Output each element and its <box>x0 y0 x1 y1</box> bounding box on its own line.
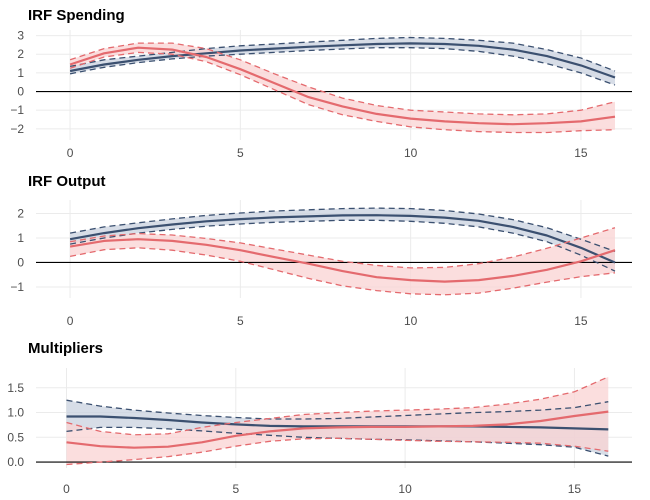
y-tick-label: −2 <box>10 122 24 136</box>
x-tick-label: 0 <box>63 482 70 496</box>
y-tick-label: 1.5 <box>7 381 24 395</box>
series-1-lower-bound <box>69 219 616 272</box>
y-tick-label: −1 <box>10 280 24 294</box>
series-2-upper-bound <box>69 42 616 116</box>
series-1-line <box>69 42 616 79</box>
y-tick-label: 1 <box>17 66 24 80</box>
series-2-line <box>66 410 609 449</box>
series-1-line <box>69 214 616 264</box>
series-1-confidence-band <box>70 208 616 272</box>
series-1-lower-bound <box>69 47 616 86</box>
series-2-lower-bound <box>69 247 616 296</box>
y-tick-label: 0.0 <box>7 455 24 469</box>
x-tick-label: 0 <box>67 314 74 328</box>
series-2-upper-bound <box>66 376 609 436</box>
y-tick-label: 0 <box>17 85 24 99</box>
x-tick-label: 15 <box>574 146 588 160</box>
panel-2: IRF Output −1 0 1 2 0 5 10 15 <box>10 173 632 328</box>
series-2-line <box>69 238 616 283</box>
y-tick-label: 1.0 <box>7 406 24 420</box>
x-tick-label: 0 <box>67 146 74 160</box>
series-2-lower-bound <box>66 437 609 466</box>
panel-title: Multipliers <box>28 340 103 357</box>
y-tick-label: 3 <box>17 29 24 43</box>
panel-3: Multipliers 0.0 0.5 1.0 1.5 0 5 10 15 <box>7 340 632 496</box>
panel-1: IRF Spending −2 −1 0 1 2 3 0 5 10 15 <box>10 7 632 160</box>
panel-title: IRF Spending <box>28 7 125 24</box>
y-tick-label: −1 <box>10 103 24 117</box>
series-2-line <box>69 46 616 126</box>
series-2-upper-bound <box>69 227 616 269</box>
x-tick-label: 5 <box>237 146 244 160</box>
x-tick-label: 5 <box>232 482 239 496</box>
y-tick-label: 1 <box>17 231 24 245</box>
y-tick-label: 2 <box>17 47 24 61</box>
x-tick-label: 10 <box>398 482 412 496</box>
x-tick-label: 15 <box>568 482 582 496</box>
series-1-upper-bound <box>66 399 609 420</box>
x-tick-label: 10 <box>404 314 418 328</box>
panel-title: IRF Output <box>28 173 105 190</box>
series-1-upper-bound <box>69 207 616 253</box>
y-tick-label: 2 <box>17 206 24 220</box>
y-tick-label: 0 <box>17 255 24 269</box>
series-2-lower-bound <box>69 51 616 134</box>
y-tick-label: 0.5 <box>7 430 24 444</box>
x-tick-label: 5 <box>237 314 244 328</box>
x-tick-label: 10 <box>404 146 418 160</box>
x-tick-label: 15 <box>574 314 588 328</box>
